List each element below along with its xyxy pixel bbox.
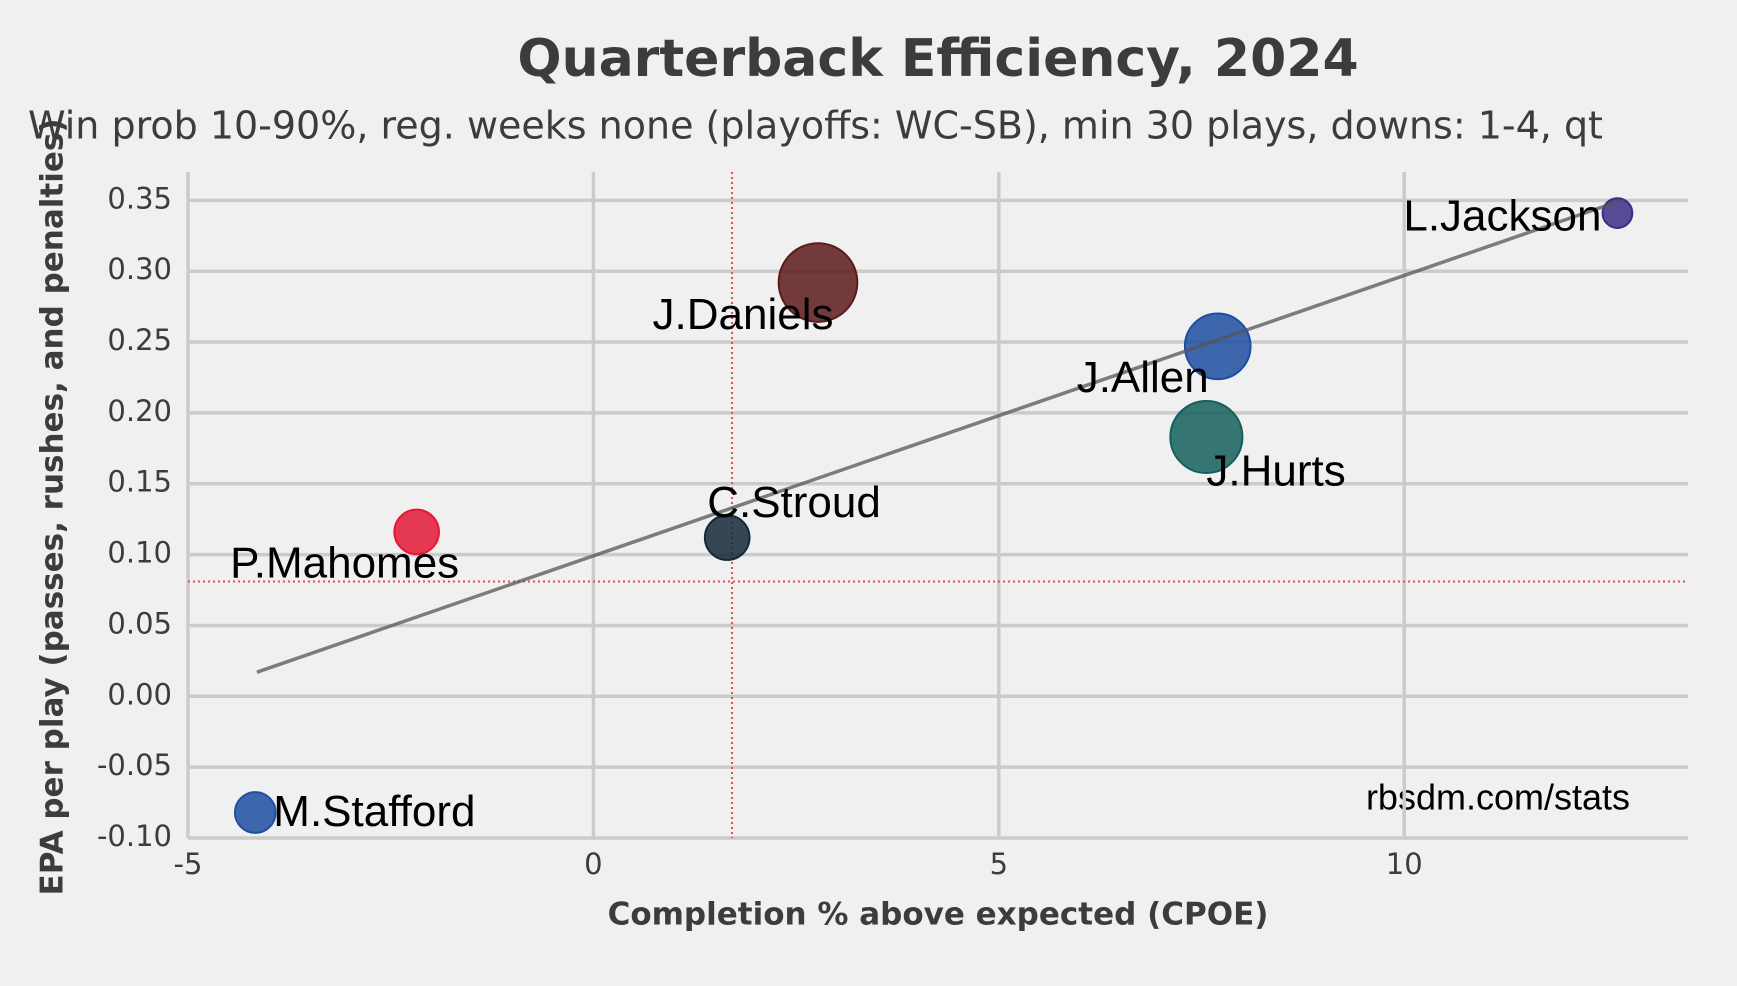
x-axis-title: Completion % above expected (CPOE) bbox=[608, 897, 1269, 933]
y-tick-label: -0.05 bbox=[97, 748, 172, 782]
y-axis-title: EPA per play (passes, rushes, and penalt… bbox=[35, 119, 71, 896]
point-label: P.Mahomes bbox=[230, 539, 459, 588]
y-tick-label: 0.35 bbox=[107, 181, 172, 215]
x-tick-label: 10 bbox=[1386, 847, 1423, 881]
y-tick-label: 0.30 bbox=[107, 252, 172, 286]
point-label: J.Hurts bbox=[1206, 447, 1345, 496]
x-tick-label: 5 bbox=[990, 847, 1008, 881]
point-label: L.Jackson bbox=[1403, 192, 1601, 241]
bubble bbox=[703, 514, 751, 561]
point-label: J.Daniels bbox=[653, 290, 834, 339]
chart-title: Quarterback Efficiency, 2024 bbox=[517, 29, 1358, 89]
bubble bbox=[1169, 399, 1244, 475]
y-tick-label: -0.10 bbox=[97, 819, 172, 853]
y-tick-label: 0.20 bbox=[107, 394, 172, 428]
point-label: J.Allen bbox=[1077, 353, 1209, 402]
trend-line bbox=[256, 200, 1619, 674]
bubble bbox=[777, 242, 859, 323]
x-tick-label: 0 bbox=[584, 847, 602, 881]
watermark: rbsdm.com/stats bbox=[1366, 777, 1630, 818]
y-tick-label: 0.10 bbox=[107, 536, 172, 570]
bubble bbox=[393, 508, 440, 556]
y-tick-label: 0.00 bbox=[107, 677, 172, 711]
point-label: C.Stroud bbox=[707, 478, 881, 527]
y-tick-label: 0.05 bbox=[107, 606, 172, 640]
x-tick-label: -5 bbox=[174, 847, 203, 881]
chart-subtitle: Win prob 10-90%, reg. weeks none (playof… bbox=[28, 104, 1603, 148]
bubble bbox=[233, 791, 277, 834]
bubble bbox=[1183, 312, 1252, 381]
point-label: M.Stafford bbox=[273, 787, 475, 836]
y-tick-label: 0.25 bbox=[107, 323, 172, 357]
y-tick-label: 0.15 bbox=[107, 465, 172, 499]
